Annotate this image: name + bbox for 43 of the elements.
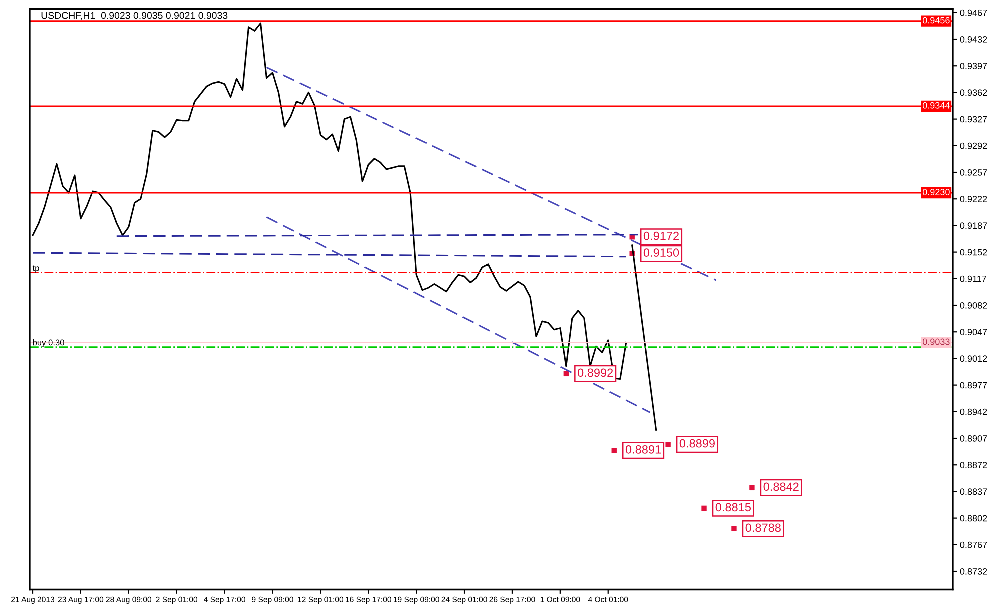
data-label: 0.8788 [746,524,781,532]
data-label: 0.9150 [644,248,680,258]
y-tick-label: 0.9082 [960,302,988,309]
data-label: 0.8842 [764,482,799,492]
point [666,442,671,448]
data-label: 0.9172 [644,232,679,240]
y-tick-label: 0.8942 [960,408,988,416]
ref-line-label: tp [32,266,40,273]
y-tick-label: 0.9047 [960,329,988,336]
y-tick-label: 0.9152 [960,249,988,256]
point [612,448,617,454]
data-label: 0.8891 [626,445,662,454]
y-tick-label: 0.9327 [960,116,988,123]
y-tick-label: 0.9397 [960,63,988,70]
point [732,526,737,532]
point [750,485,755,491]
y-tick-label: 0.9467 [960,10,988,16]
data-label: 0.8899 [680,439,715,448]
y-tick-label: 0.9257 [960,169,988,176]
ref-line-label: buy 0.30 [33,340,64,348]
point [702,506,707,512]
data-label: 0.8992 [578,368,614,378]
y-tick-label: 0.9292 [960,142,988,150]
ref-line-label: 0.9456 [922,17,950,24]
y-tick-label: 0.9222 [960,196,988,202]
point [564,371,570,377]
y-tick-label: 0.8767 [960,542,988,548]
data-label: 0.8815 [716,503,751,512]
y-tick-label: 0.8732 [960,568,988,575]
y-tick-label: 0.8977 [960,382,988,389]
ref-line-label: 0.9230 [922,189,950,196]
y-tick-label: 0.9432 [960,36,988,43]
ref-line-label: 0.9033 [922,338,950,346]
y-tick-label: 0.9117 [960,276,986,282]
chart-title: USDCHF,H1 0.9023 0.9035 0.9021 0.9033 [42,12,228,20]
y-tick-label: 0.8907 [960,435,988,442]
y-tick-label: 0.8802 [960,515,988,522]
y-tick-label: 0.8837 [960,488,988,496]
y-tick-label: 0.9012 [960,356,988,362]
y-tick-label: 0.9187 [960,222,988,230]
y-tick-label: 0.8872 [960,462,988,468]
y-tick-label: 0.9362 [960,90,988,96]
ref-line-label: 0.9344 [922,102,950,109]
